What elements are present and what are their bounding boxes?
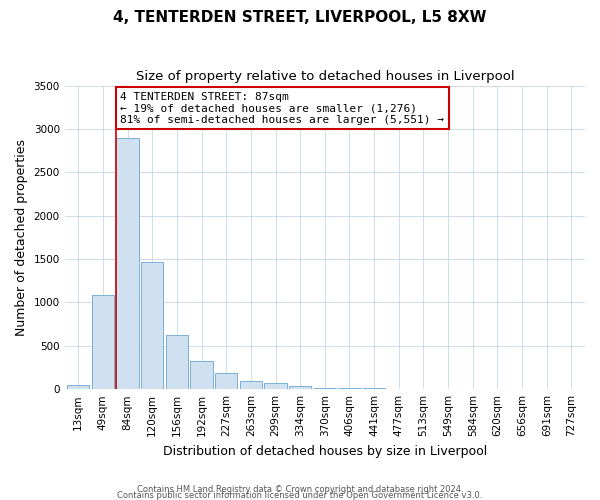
X-axis label: Distribution of detached houses by size in Liverpool: Distribution of detached houses by size … [163, 444, 487, 458]
Bar [265, 382, 287, 389]
Bar [338, 388, 361, 389]
Bar [215, 373, 237, 389]
Text: Contains HM Land Registry data © Crown copyright and database right 2024.: Contains HM Land Registry data © Crown c… [137, 485, 463, 494]
Text: Contains public sector information licensed under the Open Government Licence v3: Contains public sector information licen… [118, 490, 482, 500]
Bar [240, 380, 262, 389]
Bar [116, 138, 139, 389]
Bar [314, 388, 336, 389]
Text: 4 TENTERDEN STREET: 87sqm
← 19% of detached houses are smaller (1,276)
81% of se: 4 TENTERDEN STREET: 87sqm ← 19% of detac… [120, 92, 444, 125]
Y-axis label: Number of detached properties: Number of detached properties [15, 139, 28, 336]
Bar [141, 262, 163, 389]
Bar [190, 360, 212, 389]
Bar [67, 385, 89, 389]
Bar [92, 294, 114, 389]
Bar [289, 386, 311, 389]
Title: Size of property relative to detached houses in Liverpool: Size of property relative to detached ho… [136, 70, 514, 83]
Text: 4, TENTERDEN STREET, LIVERPOOL, L5 8XW: 4, TENTERDEN STREET, LIVERPOOL, L5 8XW [113, 10, 487, 25]
Bar [166, 334, 188, 389]
Bar [363, 388, 385, 389]
